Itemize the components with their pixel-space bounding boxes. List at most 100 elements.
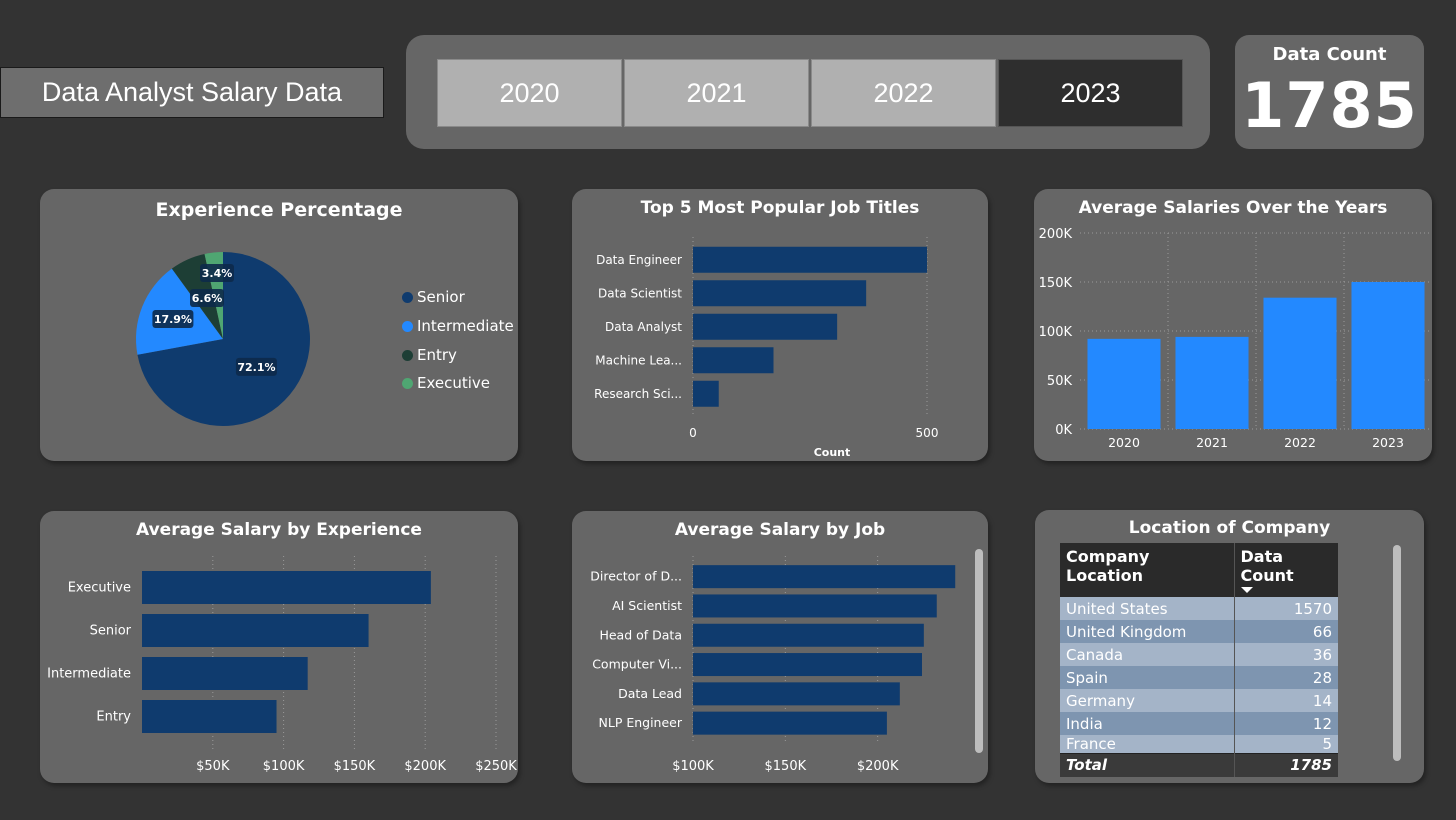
x-tick-label: 2022 — [1284, 435, 1316, 450]
bar[interactable] — [142, 614, 369, 647]
salary-by-experience-title: Average Salary by Experience — [136, 520, 422, 540]
bar[interactable] — [1175, 336, 1249, 429]
category-label: Data Lead — [618, 686, 682, 701]
count-cell: 12 — [1233, 712, 1338, 735]
salary-by-experience-card[interactable]: Average Salary by Experience $50K $100K $1… — [40, 511, 518, 783]
table-row[interactable]: France 5 — [1060, 735, 1338, 754]
pie-data-label: 72.1% — [237, 361, 275, 374]
bar[interactable] — [142, 571, 431, 604]
x-tick-label: $200K — [404, 759, 446, 774]
dashboard-title: Data Analyst Salary Data — [0, 67, 384, 118]
x-axis-title: Count — [814, 446, 851, 459]
legend-executive-label: Executive — [417, 374, 491, 392]
category-label: Executive — [68, 581, 131, 596]
bar[interactable] — [693, 653, 922, 677]
y-tick-label: 150K — [1039, 276, 1073, 291]
avg-salary-years-title: Average Salaries Over the Years — [1078, 198, 1388, 218]
top-jobs-chart-title: Top 5 Most Popular Job Titles — [640, 198, 920, 218]
experience-percentage-card[interactable]: Experience Percentage 72.1% 17.9% 6.6% 3.4%… — [40, 189, 518, 461]
pie-label-bg — [200, 264, 234, 282]
salary-by-job-card[interactable]: Average Salary by Job $100K $150K $200K Dir… — [572, 511, 988, 783]
table-row[interactable]: Germany 14 — [1060, 689, 1338, 712]
pie-label-bg — [235, 357, 277, 376]
bar[interactable] — [1087, 338, 1161, 429]
table-row[interactable]: United Kingdom 66 — [1060, 620, 1338, 643]
bar[interactable] — [693, 711, 887, 735]
salary-by-job-title: Average Salary by Job — [674, 520, 886, 540]
experience-pie-chart: 72.1% 17.9%6.6% 3.4% — [136, 252, 310, 426]
legend-entry[interactable]: Entry — [402, 346, 457, 364]
location-card[interactable]: Location of Company Company Location Dat… — [1035, 510, 1424, 783]
count-cell: 14 — [1233, 689, 1338, 712]
legend-executive-dot — [402, 377, 413, 389]
year-button-2021[interactable]: 2021 — [624, 59, 809, 127]
category-label: Data Analyst — [605, 320, 682, 334]
bar[interactable] — [1263, 297, 1337, 429]
pie-label-bg — [152, 309, 194, 328]
bar[interactable] — [142, 700, 277, 733]
salary-by-job-scrollbar[interactable] — [975, 549, 983, 753]
bar[interactable] — [693, 347, 774, 374]
legend-intermediate[interactable]: Intermediate — [402, 317, 514, 335]
table-row[interactable]: Canada 36 — [1060, 643, 1338, 666]
category-label: Entry — [96, 710, 131, 725]
x-tick-label: 2020 — [1108, 435, 1140, 450]
bar[interactable] — [693, 594, 937, 618]
location-cell: United Kingdom — [1060, 620, 1234, 643]
table-row[interactable]: India 12 — [1060, 712, 1338, 735]
location-cell: India — [1060, 712, 1234, 735]
x-tick-label: $250K — [475, 759, 517, 774]
bar[interactable] — [1351, 282, 1425, 429]
avg-salary-years-card[interactable]: Average Salaries Over the Years 0K 50K 100… — [1034, 189, 1432, 461]
table-total-row: Total 1785 — [1060, 753, 1338, 777]
experience-chart-title: Experience Percentage — [155, 199, 403, 221]
legend-senior-dot — [402, 291, 413, 303]
column-header-count-label: Data Count — [1240, 547, 1294, 585]
data-count-label: Data Count — [1272, 44, 1387, 65]
bar[interactable] — [693, 623, 924, 647]
legend-executive[interactable]: Executive — [402, 374, 490, 392]
pie-label-bg — [190, 289, 224, 307]
table-row[interactable]: United States 1570 — [1060, 597, 1338, 620]
category-label: Machine Lea... — [595, 353, 682, 367]
column-header-count[interactable]: Data Count — [1233, 543, 1338, 597]
bar[interactable] — [693, 313, 838, 340]
location-cell: France — [1060, 735, 1234, 754]
year-button-2023[interactable]: 2023 — [998, 59, 1183, 127]
category-label: Senior — [90, 624, 132, 639]
column-header-location[interactable]: Company Location — [1060, 543, 1234, 597]
sort-descending-icon — [1240, 587, 1253, 593]
category-label: Computer Vi... — [592, 657, 682, 672]
y-tick-label: 200K — [1039, 227, 1073, 242]
year-button-2020[interactable]: 2020 — [437, 59, 622, 127]
x-tick-label: $50K — [196, 759, 230, 774]
count-cell: 66 — [1233, 620, 1338, 643]
total-label: Total — [1060, 753, 1234, 777]
data-count-card: Data Count 1785 — [1235, 35, 1424, 149]
category-label: AI Scientist — [612, 598, 682, 613]
x-tick-label: 500 — [916, 426, 939, 440]
x-tick-label: 0 — [689, 426, 697, 440]
bar[interactable] — [693, 280, 867, 307]
legend-senior[interactable]: Senior — [402, 288, 465, 306]
salary-by-experience-bar-chart: $50K $100K $150K $200K $250K Executive Senior I… — [47, 556, 517, 774]
bar[interactable] — [693, 682, 900, 706]
pie-data-label: 6.6% — [192, 292, 223, 305]
bar[interactable] — [693, 380, 719, 407]
top-jobs-card[interactable]: Top 5 Most Popular Job Titles 0 500 Data E… — [572, 189, 988, 461]
bar[interactable] — [693, 565, 956, 589]
data-count-value: 1785 — [1241, 69, 1418, 142]
pie-slice-senior[interactable] — [137, 252, 310, 426]
location-table-scrollbar[interactable] — [1393, 545, 1401, 761]
bar[interactable] — [693, 246, 927, 273]
pie-data-label: 17.9% — [154, 313, 192, 326]
bar[interactable] — [142, 657, 308, 690]
y-tick-label: 100K — [1039, 325, 1073, 340]
category-label: NLP Engineer — [599, 715, 683, 730]
legend-entry-dot — [402, 349, 413, 361]
year-button-2022[interactable]: 2022 — [811, 59, 996, 127]
legend-entry-label: Entry — [417, 346, 457, 364]
avg-salary-years-bar-chart: 0K 50K 100K 150K 200K 2020 2021 2022 2023 — [1039, 227, 1432, 450]
table-row[interactable]: Spain 28 — [1060, 666, 1338, 689]
x-tick-label: $150K — [334, 759, 376, 774]
